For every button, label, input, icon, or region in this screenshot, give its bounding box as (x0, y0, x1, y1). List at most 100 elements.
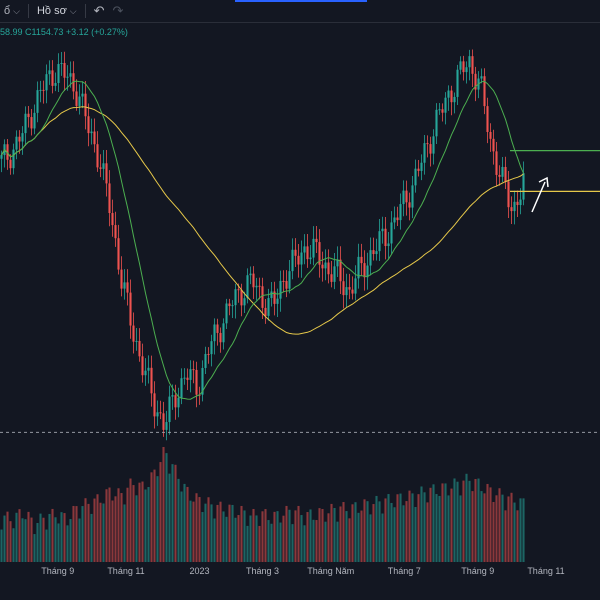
candle-body (36, 90, 39, 113)
candle-body (96, 144, 99, 168)
candle-body (240, 289, 243, 306)
volume-bar (339, 506, 342, 562)
candle-body (408, 202, 411, 208)
volume-bar (429, 487, 432, 562)
candle-body (189, 369, 192, 380)
candle-body (201, 367, 204, 395)
candle-body (450, 90, 453, 103)
volume-bar (225, 516, 228, 562)
candle-body (405, 190, 408, 203)
volume-bar (345, 511, 348, 562)
volume-bar (402, 505, 405, 562)
candle-body (6, 144, 9, 160)
chevron-down-icon: ⌵ (69, 5, 77, 16)
candle-body (18, 136, 21, 142)
volume-bar (45, 529, 48, 562)
redo-button[interactable]: ↷ (109, 0, 128, 22)
volume-bar (264, 509, 267, 562)
candle-body (105, 163, 108, 184)
volume-bar (471, 491, 474, 562)
ohlc-legend: 58.99 C1154.73 +3.12 (+0.27%) (0, 27, 128, 37)
candle-body (213, 324, 216, 342)
candle-body (114, 225, 117, 239)
volume-bar (492, 501, 495, 562)
candle-body (141, 356, 144, 376)
undo-button[interactable]: ↶ (90, 0, 109, 22)
candle-body (387, 243, 390, 247)
candle-body (465, 67, 468, 73)
volume-bar (357, 512, 360, 562)
chevron-down-icon: ⌵ (13, 5, 20, 16)
candle-body (264, 307, 267, 316)
candle-body (180, 378, 183, 398)
price-chart[interactable]: Tháng 9 Tháng 11 2023 Tháng 3 Tháng Năm Tháng… (0, 22, 600, 600)
volume-bar (72, 505, 75, 562)
candle-body (318, 242, 321, 265)
volume-bar (363, 499, 366, 562)
volume-bar (144, 489, 147, 562)
candle-body (333, 266, 336, 282)
volume-bar (12, 528, 15, 562)
volume-bar (372, 504, 375, 562)
volume-bar (366, 501, 369, 562)
volume-bar (21, 518, 24, 562)
volume-bar (414, 506, 417, 562)
volume-bar (324, 521, 327, 562)
volume-bar (438, 495, 441, 562)
chart-type-dropdown[interactable]: ổ ⌵ (0, 0, 24, 22)
volume-bar (138, 482, 141, 562)
volume-bar (153, 469, 156, 562)
volume-bar (93, 498, 96, 562)
moving-average-fast (1, 80, 524, 400)
candle-body (207, 353, 210, 355)
volume-bar (141, 481, 144, 562)
volume-bar (36, 522, 39, 562)
candle-body (303, 246, 306, 253)
volume-bar (498, 488, 501, 562)
volume-bar (186, 486, 189, 562)
volume-bar (192, 501, 195, 562)
volume-bar (504, 510, 507, 562)
candle-body (129, 292, 132, 326)
volume-bar (318, 508, 321, 562)
volume-bar (213, 518, 216, 562)
volume-bar (87, 503, 90, 562)
volume-bar (123, 504, 126, 562)
volume-bar (342, 502, 345, 562)
x-tick-label: 2023 (189, 566, 209, 576)
candle-body (69, 73, 72, 77)
candle-body (423, 143, 426, 163)
volume-bar (201, 512, 204, 562)
volume-bar (30, 517, 33, 562)
volume-bar (156, 476, 159, 562)
candle-body (417, 168, 420, 171)
candle-body (390, 222, 393, 244)
candle-body (378, 231, 381, 252)
volume-bar (282, 515, 285, 562)
candle-body (453, 96, 456, 103)
candle-body (447, 90, 450, 98)
volume-bar (495, 495, 498, 562)
candle-body (384, 228, 387, 247)
volume-bar (216, 504, 219, 562)
candle-body (117, 238, 120, 270)
volume-bar (294, 510, 297, 562)
candle-body (360, 256, 363, 264)
volume-bar (174, 464, 177, 562)
volume-bar (237, 515, 240, 562)
profile-dropdown[interactable]: Hồ sơ ⌵ (33, 0, 81, 22)
volume-bar (390, 502, 393, 562)
candle-body (153, 393, 156, 417)
candle-body (510, 207, 513, 212)
candle-body (513, 201, 516, 212)
volume-bar (270, 523, 273, 562)
candle-body (186, 377, 189, 380)
candle-body (159, 412, 162, 414)
volume-bar (360, 510, 363, 562)
volume-bar (312, 519, 315, 562)
candle-body (288, 271, 291, 289)
candle-body (111, 213, 114, 226)
candle-body (78, 96, 81, 106)
volume-bar (432, 484, 435, 562)
candle-body (90, 131, 93, 134)
